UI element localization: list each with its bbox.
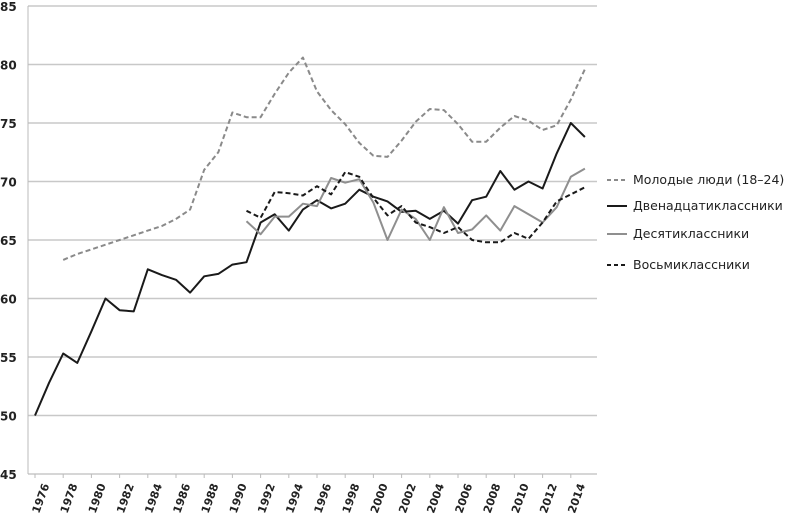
y-tick-label: 60 xyxy=(0,293,17,307)
y-tick-label: 65 xyxy=(0,234,17,248)
x-tick-label: 2006 xyxy=(453,481,476,515)
x-tick-label: 1978 xyxy=(58,482,81,515)
legend-label: Молодые люди (18–24) xyxy=(633,172,784,187)
x-tick-label: 2004 xyxy=(424,481,447,515)
x-tick-label: 1990 xyxy=(227,481,250,515)
x-tick-label: 1998 xyxy=(340,482,363,515)
y-axis-ticks: 45 50 55 60 65 70 75 80 85 xyxy=(0,0,17,482)
series-line-0 xyxy=(62,56,586,261)
x-tick-label: 1996 xyxy=(312,481,335,515)
x-tick-label: 2008 xyxy=(481,482,504,515)
x-tick-label: 1976 xyxy=(30,481,53,515)
y-tick-label: 50 xyxy=(0,410,17,424)
x-tick-label: 1980 xyxy=(86,481,109,515)
x-axis-ticks: 1976 1978 1980 1982 1984 1986 1988 1990 1992 1994… xyxy=(30,474,588,515)
x-tick-label: 2014 xyxy=(565,481,588,515)
x-tick-label: 1988 xyxy=(199,482,222,515)
series-line-1 xyxy=(34,122,586,416)
y-tick-label: 80 xyxy=(0,59,17,73)
y-tick-label: 85 xyxy=(0,0,17,14)
y-tick-label: 70 xyxy=(0,176,17,190)
x-tick-label: 2012 xyxy=(537,482,560,515)
y-tick-label: 75 xyxy=(0,117,17,131)
x-tick-label: 1986 xyxy=(171,481,194,515)
x-tick-label: 2002 xyxy=(396,482,419,515)
x-tick-label: 1994 xyxy=(283,481,306,515)
legend: Молодые люди (18–24) Двенадцатиклассники Д… xyxy=(607,172,784,272)
legend-label: Десятиклассники xyxy=(633,226,749,241)
series-line-2 xyxy=(245,167,586,241)
x-tick-label: 1984 xyxy=(142,481,165,515)
legend-label: Двенадцатиклассники xyxy=(633,198,783,213)
y-tick-label: 55 xyxy=(0,351,17,365)
legend-label: Восьмиклассники xyxy=(633,257,750,272)
x-tick-label: 1992 xyxy=(255,482,278,515)
y-tick-label: 45 xyxy=(0,468,17,482)
x-tick-label: 2010 xyxy=(509,481,532,515)
x-tick-label: 2000 xyxy=(368,481,391,515)
gridlines xyxy=(28,5,597,475)
series-lines xyxy=(34,56,586,416)
series-line-3 xyxy=(246,171,586,244)
x-tick-label: 1982 xyxy=(114,482,137,515)
